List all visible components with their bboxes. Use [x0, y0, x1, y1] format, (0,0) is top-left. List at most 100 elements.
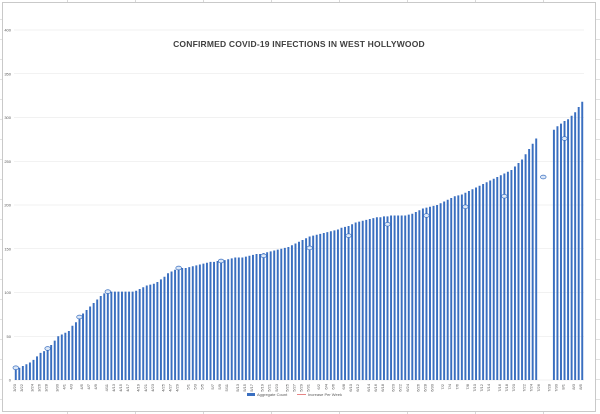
x-tick-label: 6/16: [373, 383, 378, 392]
x-tick-label: 5/13: [235, 383, 240, 392]
x-tick-label: 6/6: [330, 383, 335, 389]
bar: [67, 331, 70, 380]
bar: [131, 291, 134, 381]
x-tick-label: 3/26: [37, 383, 42, 392]
x-tick-label: 4/3: [68, 383, 73, 389]
x-tick-label: 4/5: [79, 383, 84, 389]
x-tick-label: 6/30: [430, 383, 435, 392]
bar: [85, 310, 88, 380]
x-tick-label: 6/14: [366, 383, 371, 392]
bar: [407, 214, 410, 381]
bar: [361, 220, 364, 380]
x-tick-label: 4/9: [93, 383, 98, 389]
bar: [322, 233, 325, 380]
bar: [234, 257, 237, 380]
bar: [28, 362, 31, 380]
bar: [379, 217, 382, 380]
bar: [439, 203, 442, 380]
x-tick-label: 5/3: [192, 383, 197, 389]
bar: [103, 293, 106, 381]
bar: [531, 143, 534, 380]
bar: [117, 291, 120, 381]
bar: [478, 185, 481, 380]
weekly-marker: [104, 289, 111, 294]
x-tick-label: 5/15: [242, 383, 247, 392]
bar: [135, 290, 138, 380]
bar: [347, 226, 350, 380]
bar: [46, 348, 49, 380]
bar: [202, 263, 205, 381]
bar: [174, 269, 177, 380]
bar: [372, 218, 375, 381]
bar: [36, 356, 38, 381]
bar: [429, 206, 431, 380]
x-tick-label: 4/1: [61, 383, 66, 389]
x-tick-label: 5/21: [267, 383, 272, 392]
bar: [326, 232, 329, 381]
bar: [216, 261, 219, 380]
bar: [340, 227, 343, 380]
bar: [149, 284, 152, 381]
x-tick-label: 5/27: [291, 383, 296, 392]
bar: [53, 340, 56, 381]
legend-label-weekly: Increase Per Week: [308, 392, 342, 397]
bar: [510, 170, 513, 380]
weekly-marker: [345, 233, 352, 238]
x-tick-label: 7/28: [546, 383, 551, 392]
weekly-marker: [423, 213, 430, 218]
bar: [489, 180, 492, 380]
bar: [368, 219, 371, 380]
bar: [351, 224, 354, 380]
x-tick-label: 7/8: [465, 383, 470, 389]
weekly-marker: [384, 222, 391, 227]
bar: [39, 352, 42, 381]
bar: [266, 252, 269, 380]
bar: [425, 207, 428, 381]
weekly-marker: [12, 365, 19, 371]
x-tick-label: 7/20: [511, 383, 516, 392]
bar: [252, 254, 254, 381]
x-tick-label: 4/27: [168, 383, 173, 392]
bar: [60, 334, 63, 380]
bar: [18, 367, 21, 380]
bar: [386, 216, 389, 381]
weekly-marker: [540, 174, 547, 180]
bar: [167, 273, 169, 380]
bar: [524, 154, 527, 380]
bar: [280, 248, 283, 380]
bar: [82, 313, 85, 380]
y-tick-label: 400: [4, 28, 11, 33]
bar: [298, 241, 300, 380]
x-tick-label: 7/22: [522, 383, 527, 392]
x-tick-label: 8/1: [561, 383, 566, 389]
weekly-marker: [175, 265, 182, 271]
bar: [287, 247, 290, 380]
x-tick-label: 5/17: [249, 383, 254, 392]
bar: [336, 229, 339, 380]
y-tick-label: 100: [4, 290, 11, 295]
bar: [170, 271, 173, 380]
x-tick-label: 3/24: [29, 383, 34, 392]
bar: [213, 261, 216, 381]
x-tick-label: 6/4: [323, 383, 328, 389]
x-tick-label: 5/9: [217, 383, 222, 389]
x-tick-label: 5/19: [260, 383, 265, 392]
x-tick-label: 7/6: [454, 383, 459, 389]
bar: [460, 194, 463, 380]
bar: [471, 189, 474, 380]
bar: [269, 251, 272, 381]
bar: [241, 257, 244, 380]
x-tick-label: 6/22: [398, 383, 403, 392]
x-tick-label: 3/28: [44, 383, 49, 392]
bar: [209, 261, 212, 381]
bar: [283, 247, 286, 381]
bar: [414, 212, 417, 380]
bar: [450, 198, 453, 380]
x-tick-label: 7/18: [504, 383, 509, 392]
x-tick-label: 5/1: [185, 383, 190, 389]
bar: [344, 226, 346, 381]
bar: [563, 121, 566, 380]
x-tick-label: 5/7: [210, 383, 215, 389]
bar: [64, 332, 67, 380]
x-tick-label: 8/3: [571, 383, 576, 389]
